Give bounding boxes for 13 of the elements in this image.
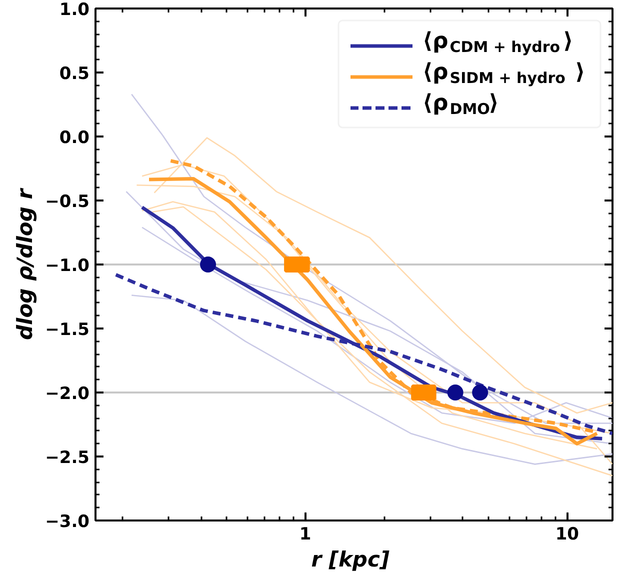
y-tick-label: 1.0	[59, 0, 90, 20]
y-tick-label: −0.5	[45, 192, 90, 212]
y-tick-label: −2.5	[45, 448, 90, 468]
y-tick-label: 0.5	[59, 64, 90, 84]
y-tick-label: 0.0	[59, 128, 90, 148]
y-tick-label: −1.0	[45, 256, 90, 276]
x-tick-label: 1	[299, 524, 312, 544]
y-tick-label: −3.0	[45, 512, 90, 532]
y-tick-label: −1.5	[45, 320, 90, 340]
x-axis-title: r [kpc]	[311, 548, 390, 572]
y-axis-title: dlog ρ/dlog r	[13, 187, 38, 340]
x-tick-label: 10	[555, 524, 580, 544]
y-tick-label: −2.0	[45, 384, 90, 404]
